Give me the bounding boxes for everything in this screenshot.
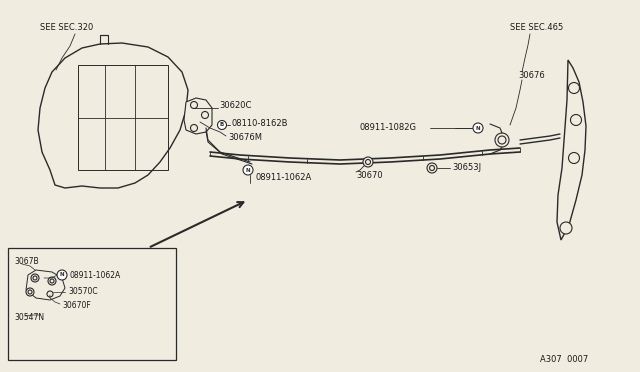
Text: 30676: 30676	[518, 71, 545, 80]
Circle shape	[429, 166, 435, 170]
Text: 3067B: 3067B	[14, 257, 38, 266]
Circle shape	[427, 163, 437, 173]
Circle shape	[31, 274, 39, 282]
Circle shape	[191, 125, 198, 131]
Circle shape	[57, 270, 67, 280]
Circle shape	[243, 165, 253, 175]
Text: N: N	[476, 125, 480, 131]
Text: 30670F: 30670F	[62, 301, 91, 310]
Polygon shape	[184, 98, 212, 134]
Circle shape	[365, 160, 371, 164]
Text: 08911-1082G: 08911-1082G	[360, 124, 417, 132]
Circle shape	[560, 222, 572, 234]
Text: B: B	[220, 122, 224, 128]
Circle shape	[191, 102, 198, 109]
Circle shape	[50, 279, 54, 283]
Circle shape	[495, 133, 509, 147]
Text: A307 0007: A307 0007	[540, 356, 588, 365]
Text: 08110-8162B: 08110-8162B	[232, 119, 289, 128]
Text: 30570C: 30570C	[68, 288, 98, 296]
Circle shape	[363, 157, 373, 167]
Circle shape	[218, 121, 227, 129]
Text: 08911-1062A: 08911-1062A	[69, 270, 120, 279]
Text: 30620C: 30620C	[219, 102, 252, 110]
Text: SEE SEC.465: SEE SEC.465	[510, 23, 563, 32]
Bar	[8, 248, 176, 360]
Text: 30547N: 30547N	[14, 314, 44, 323]
Circle shape	[570, 115, 582, 125]
Text: N: N	[60, 273, 64, 278]
Polygon shape	[26, 270, 65, 300]
Text: N: N	[246, 167, 250, 173]
Polygon shape	[38, 43, 188, 188]
Text: SEE SEC.320: SEE SEC.320	[40, 23, 93, 32]
Circle shape	[26, 288, 34, 296]
Circle shape	[202, 112, 209, 119]
Circle shape	[568, 153, 579, 164]
Text: 30676M: 30676M	[228, 134, 262, 142]
Text: 30653J: 30653J	[452, 164, 481, 173]
Circle shape	[473, 123, 483, 133]
Circle shape	[498, 136, 506, 144]
Circle shape	[48, 277, 56, 285]
Text: 08911-1062A: 08911-1062A	[255, 173, 311, 183]
Circle shape	[47, 291, 53, 297]
Polygon shape	[557, 60, 586, 240]
Text: 30670: 30670	[356, 170, 383, 180]
Circle shape	[28, 290, 32, 294]
Bar	[78, 65, 168, 170]
Circle shape	[33, 276, 37, 280]
Circle shape	[568, 83, 579, 93]
